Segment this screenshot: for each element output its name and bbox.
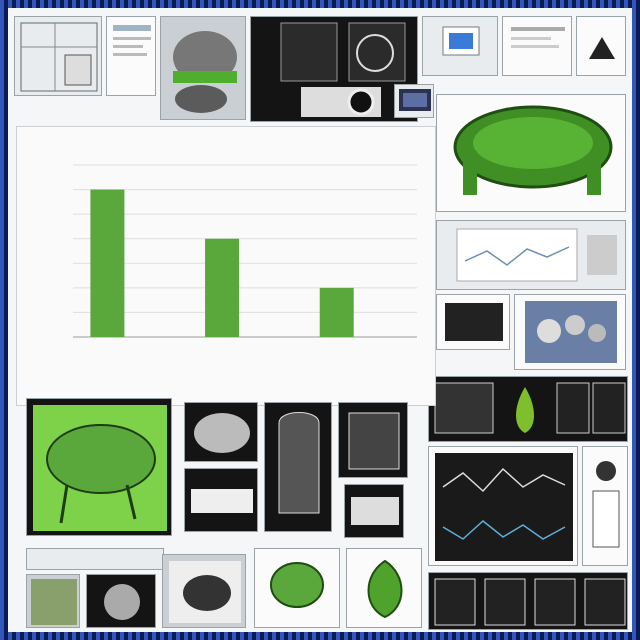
panel-sketch — [348, 412, 400, 470]
thumbnail-map — [26, 574, 80, 628]
thumbnail-dark-panels — [250, 16, 418, 122]
thumbnail-device — [576, 16, 626, 76]
thumbnail-diagram — [86, 574, 156, 628]
document-sketch — [113, 25, 151, 56]
rock-sketch — [194, 413, 250, 453]
thumbnail-floorplan — [14, 16, 102, 96]
thumbnail-green-creature-sketch — [26, 398, 172, 536]
thumbnail-line-plot — [436, 220, 626, 290]
thumbnail-rock-plant — [160, 16, 246, 120]
thumbnail-figure — [264, 402, 332, 532]
device-sketch — [589, 37, 615, 59]
thumbnail-waveform — [428, 446, 578, 566]
map-sketch — [31, 579, 77, 625]
tower-sketch — [592, 461, 620, 548]
thumbnail-leaf-1 — [254, 548, 340, 628]
thumbnail-green-creature — [436, 94, 626, 212]
green-sketch-drawing — [33, 405, 167, 531]
rock-plant-sketch — [173, 31, 237, 113]
dark-screen-sketch — [445, 303, 503, 341]
thumbnail-letters — [184, 468, 258, 532]
line-plot-sketch — [456, 228, 617, 282]
thumbnail-bottom-icons — [428, 572, 628, 630]
thumbnail-text-block — [344, 484, 404, 538]
letters-sketch — [191, 489, 253, 513]
screen-sketch — [442, 26, 480, 56]
dark-panels-sketch — [280, 22, 406, 117]
icon-strip-sketch — [434, 382, 626, 434]
leaf-sketch-1 — [270, 562, 324, 608]
thumbnail-panel — [338, 402, 408, 478]
bar — [90, 189, 125, 337]
monitor-sketch — [399, 89, 431, 111]
collage-canvas — [8, 8, 632, 632]
thumbnail-tower — [582, 446, 628, 566]
thumbnail-specimen — [514, 294, 626, 370]
thumbnail-strip — [26, 548, 164, 570]
thumbnail-document — [106, 16, 156, 96]
thumbnail-dark-screen — [436, 294, 510, 350]
thumbnail-screen — [422, 16, 498, 76]
thumbnail-rock — [184, 402, 258, 462]
bottom-icons-sketch — [434, 578, 626, 626]
bar-chart — [73, 164, 417, 338]
fossil-sketch — [169, 561, 241, 623]
thumbnail-report — [502, 16, 572, 76]
chart-panel — [16, 126, 436, 406]
bar — [319, 287, 354, 337]
thumbnail-leaf-2 — [346, 548, 422, 628]
waveform-sketch — [435, 453, 573, 561]
thumbnail-fossil — [162, 554, 246, 628]
text-block-sketch — [351, 497, 399, 525]
floorplan-sketch — [20, 22, 98, 92]
green-creature-sketch — [453, 105, 613, 195]
report-sketch — [511, 27, 565, 48]
figure-sketch — [278, 412, 320, 514]
thumbnail-monitor — [394, 84, 434, 118]
diagram-sketch — [104, 584, 140, 620]
thumbnail-icon-strip — [428, 376, 628, 442]
bar — [205, 238, 240, 337]
specimen-sketch — [525, 301, 617, 363]
leaf-sketch-2 — [367, 559, 403, 619]
